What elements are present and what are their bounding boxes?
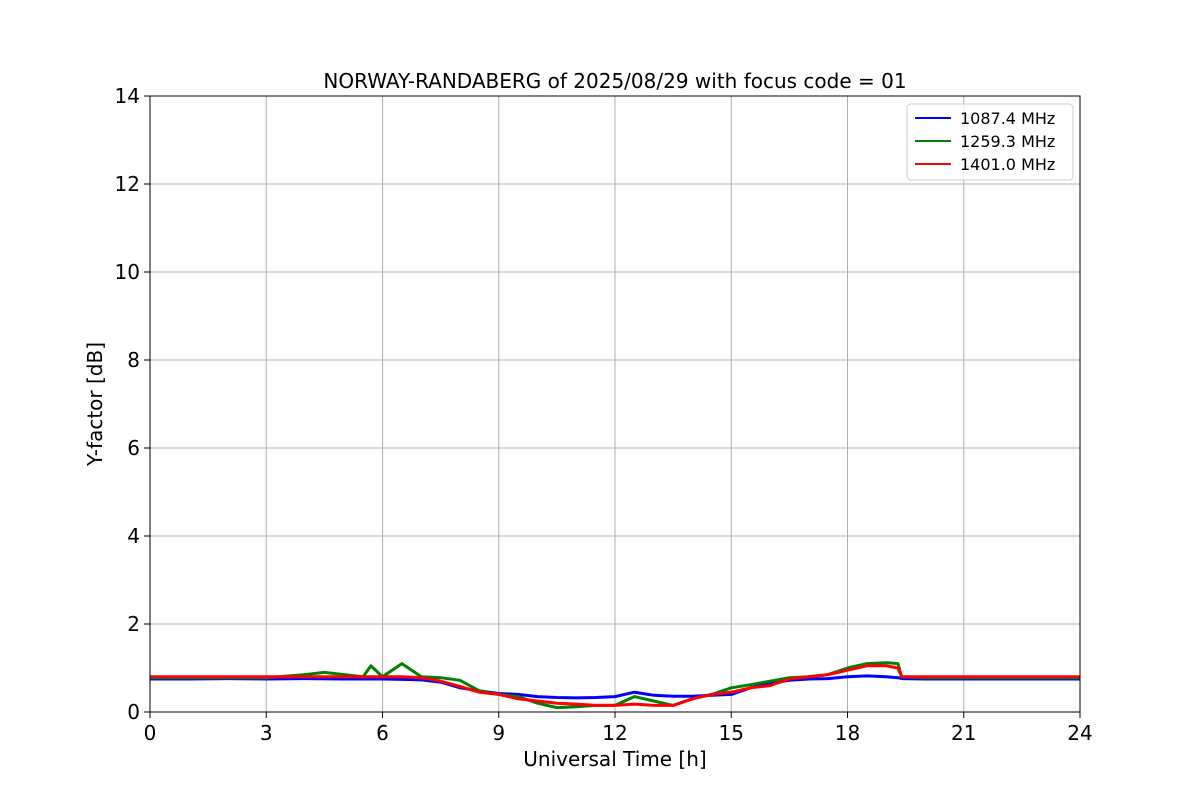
- y-tick-label: 12: [115, 172, 140, 196]
- legend-entry: 1259.3 MHz: [960, 132, 1055, 151]
- x-axis-ticks: 0 3 6 9 12 15 18 21 24: [144, 712, 1093, 745]
- y-tick-label: 10: [115, 260, 140, 284]
- chart-title: NORWAY-RANDABERG of 2025/08/29 with focu…: [323, 69, 906, 93]
- legend-entry: 1401.0 MHz: [960, 155, 1055, 174]
- series-layer: [150, 661, 1080, 710]
- y-tick-label: 6: [127, 436, 140, 460]
- x-tick-label: 0: [144, 721, 157, 745]
- y-tick-label: 2: [127, 612, 140, 636]
- x-tick-label: 6: [376, 721, 389, 745]
- x-tick-label: 12: [602, 721, 627, 745]
- x-tick-label: 15: [719, 721, 744, 745]
- x-tick-label: 24: [1067, 721, 1092, 745]
- y-tick-label: 14: [115, 84, 140, 108]
- y-axis-label: Y-factor [dB]: [83, 342, 107, 467]
- x-axis-label: Universal Time [h]: [523, 747, 706, 771]
- y-tick-label: 0: [127, 700, 140, 724]
- series-line-1: [150, 674, 1080, 700]
- legend-box: [906, 103, 1074, 181]
- y-tick-label: 8: [127, 348, 140, 372]
- x-tick-label: 21: [951, 721, 976, 745]
- x-tick-label: 9: [492, 721, 505, 745]
- legend-entry: 1087.4 MHz: [960, 109, 1055, 128]
- y-axis-ticks: 0 2 4 6 8 10 12 14: [115, 84, 150, 724]
- legend: 1087.4 MHz 1259.3 MHz 1401.0 MHz: [906, 103, 1074, 181]
- y-tick-label: 4: [127, 524, 140, 548]
- x-tick-label: 18: [835, 721, 860, 745]
- x-tick-label: 3: [260, 721, 273, 745]
- series-line-3: [150, 664, 1080, 707]
